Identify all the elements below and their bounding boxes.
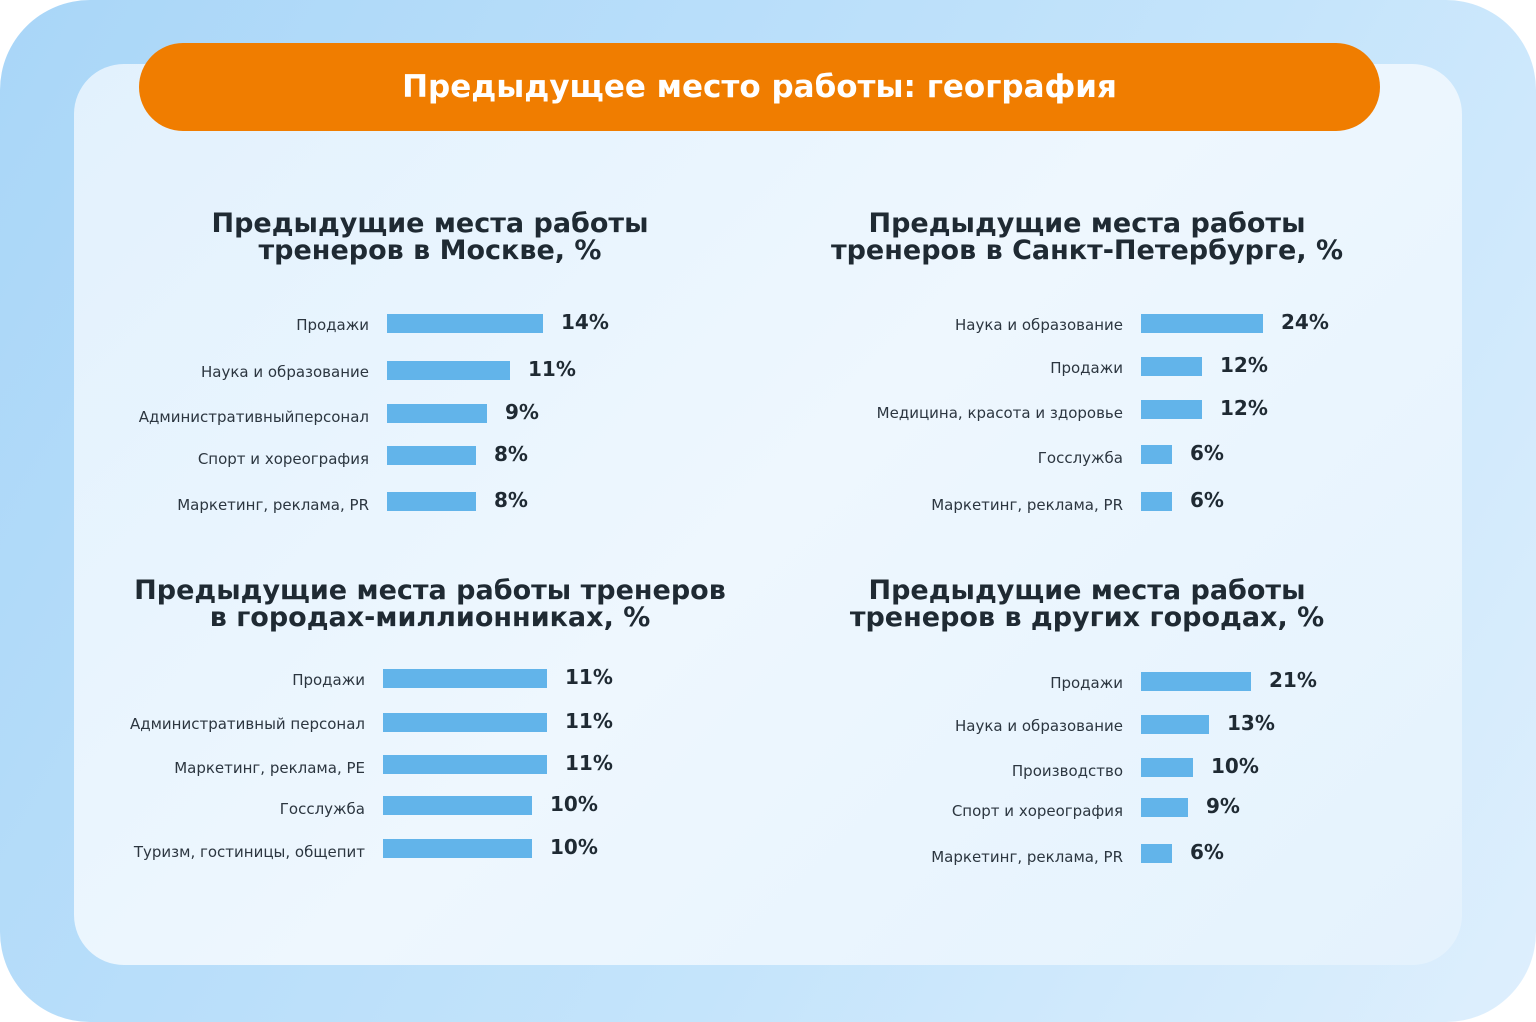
chart-title: Предыдущие места работы тренеров в Санкт-…	[831, 210, 1343, 264]
category-label: Продажи	[296, 316, 369, 334]
value-label: 14%	[561, 310, 609, 334]
value-label: 6%	[1190, 441, 1224, 465]
category-label: Туризм, гостиницы, общепит	[133, 843, 365, 861]
bar	[383, 755, 547, 774]
bar	[1141, 844, 1172, 863]
chart-title-line: Предыдущие места работы тренеров	[134, 575, 726, 606]
chart-title-line: Предыдущие места работы	[211, 208, 649, 239]
bar	[387, 492, 476, 511]
value-label: 8%	[494, 442, 528, 466]
category-label: Маркетинг, реклама, PR	[177, 496, 369, 514]
value-label: 13%	[1227, 711, 1275, 735]
value-label: 6%	[1190, 840, 1224, 864]
value-label: 11%	[528, 357, 576, 381]
value-label: 24%	[1281, 310, 1329, 334]
bar	[1141, 715, 1209, 734]
category-label: Медицина, красота и здоровье	[876, 404, 1123, 422]
bar	[1141, 758, 1193, 777]
content-panel	[74, 64, 1462, 965]
bar	[387, 314, 543, 333]
bar	[383, 669, 547, 688]
value-label: 11%	[565, 665, 613, 689]
category-label: Маркетинг, реклама, PR	[931, 848, 1123, 866]
value-label: 11%	[565, 751, 613, 775]
value-label: 8%	[494, 488, 528, 512]
category-label: Маркетинг, реклама, PE	[174, 759, 365, 777]
bar	[1141, 798, 1188, 817]
chart-title-line: тренеров в Санкт-Петербурге, %	[830, 235, 1344, 266]
category-label: Наука и образование	[955, 316, 1123, 334]
value-label: 6%	[1190, 488, 1224, 512]
chart-title-line: в городах-миллионниках, %	[209, 602, 651, 633]
bar	[383, 796, 532, 815]
category-label: Продажи	[1050, 674, 1123, 692]
chart-title-line: Предыдущие места работы	[868, 575, 1306, 606]
category-label: Продажи	[292, 671, 365, 689]
category-label: Госслужба	[1037, 449, 1123, 467]
category-label: Наука и образование	[201, 363, 369, 381]
category-label: Продажи	[1050, 359, 1123, 377]
bar	[387, 446, 476, 465]
chart-title-line: тренеров в Москве, %	[258, 235, 602, 266]
value-label: 21%	[1269, 668, 1317, 692]
value-label: 12%	[1220, 396, 1268, 420]
category-label: Спорт и хореография	[197, 450, 369, 468]
category-label: Спорт и хореография	[951, 802, 1123, 820]
category-label: Административный персонал	[129, 715, 365, 733]
page-title-banner: Предыдущее место работы: география	[139, 43, 1380, 131]
category-label: Административныйперсонал	[138, 408, 369, 426]
chart-title: Предыдущие места работы тренеров в Москве…	[211, 210, 648, 264]
value-label: 9%	[505, 400, 539, 424]
category-label: Госслужба	[279, 800, 365, 818]
bar	[1141, 445, 1172, 464]
bar	[1141, 357, 1202, 376]
bar	[1141, 400, 1202, 419]
value-label: 10%	[550, 792, 598, 816]
chart-title: Предыдущие места работы тренеров в других…	[850, 577, 1324, 631]
bar	[387, 361, 510, 380]
category-label: Производство	[1011, 762, 1123, 780]
page-title: Предыдущее место работы: география	[402, 69, 1117, 105]
bar	[387, 404, 487, 423]
bar	[1141, 314, 1263, 333]
value-label: 10%	[550, 835, 598, 859]
bar	[383, 839, 532, 858]
bar	[383, 713, 547, 732]
bar	[1141, 672, 1251, 691]
value-label: 12%	[1220, 353, 1268, 377]
bar	[1141, 492, 1172, 511]
value-label: 11%	[565, 709, 613, 733]
chart-title-line: тренеров в других городах, %	[849, 602, 1325, 633]
value-label: 10%	[1211, 754, 1259, 778]
category-label: Наука и образование	[955, 717, 1123, 735]
chart-title: Предыдущие места работы тренеров в города…	[134, 577, 726, 631]
category-label: Маркетинг, реклама, PR	[931, 496, 1123, 514]
value-label: 9%	[1206, 794, 1240, 818]
chart-title-line: Предыдущие места работы	[868, 208, 1306, 239]
